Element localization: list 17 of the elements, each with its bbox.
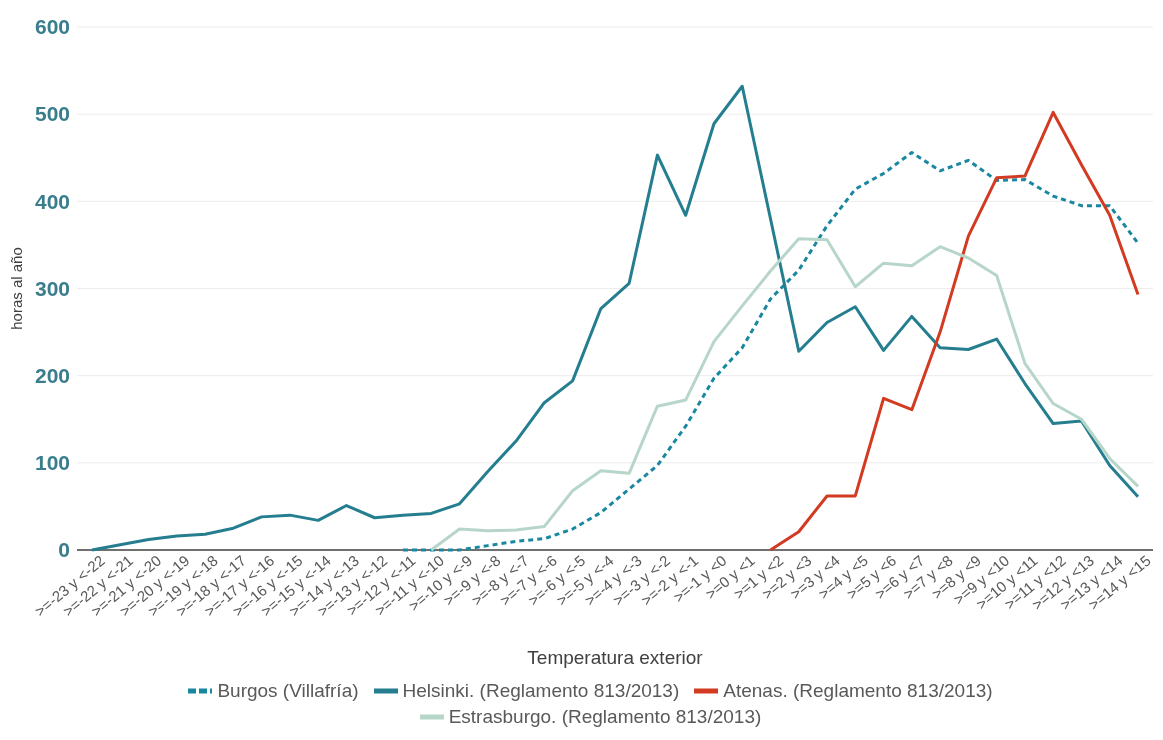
line-series [90,84,1140,552]
y-tick-label: 200 [34,363,70,387]
y-tick-label: 500 [34,102,70,126]
x-axis-title: Temperatura exterior [527,647,704,668]
legend-label: Estrasburgo. (Reglamento 813/2013) [448,706,762,728]
legend-label: Helsinki. (Reglamento 813/2013) [402,680,680,702]
y-tick-label: 600 [34,15,70,39]
line-series [768,110,1140,552]
line-series [401,151,1140,552]
y-tick-label: 300 [34,276,70,300]
y-axis-title: horas al año [8,247,25,330]
line-series [429,237,1140,552]
legend-label: Burgos (Villafría) [217,680,359,702]
y-tick-label: 400 [34,189,70,213]
y-tick-label: 0 [58,538,70,562]
y-tick-label: 100 [34,451,70,475]
legend-label: Atenas. (Reglamento 813/2013) [723,680,993,702]
